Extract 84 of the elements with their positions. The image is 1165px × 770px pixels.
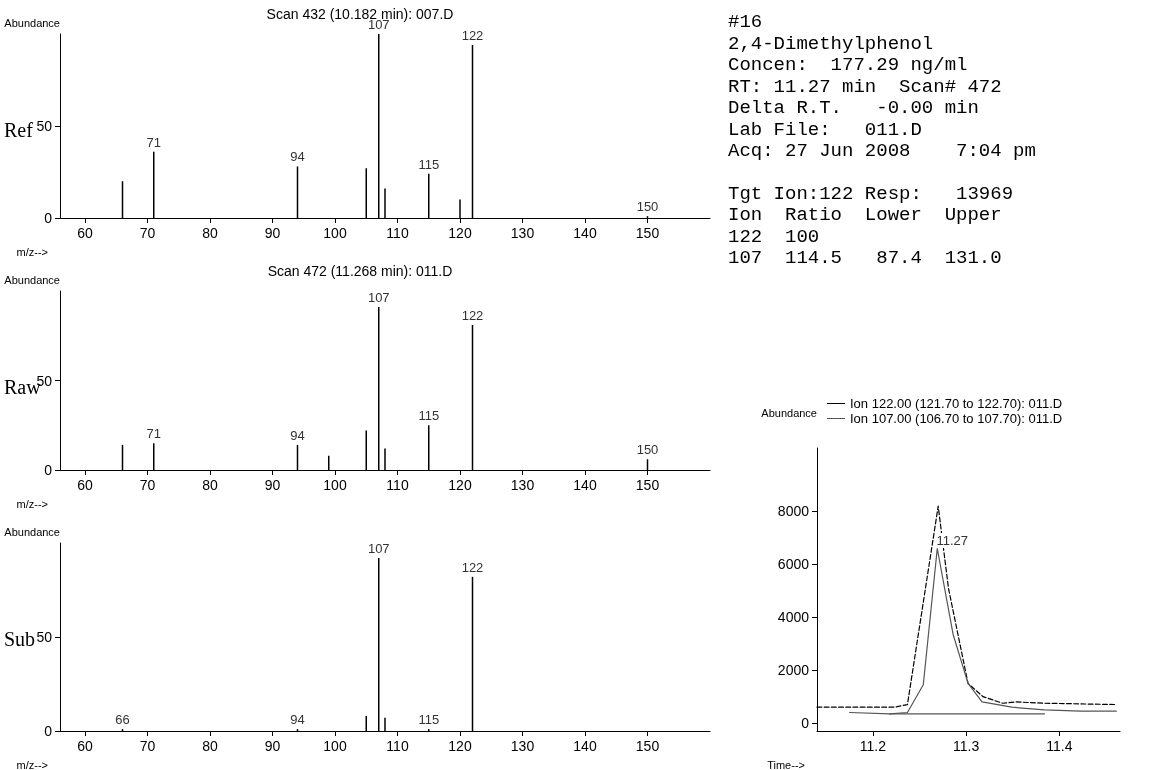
x-tick-label: 90 [264, 738, 281, 754]
x-tick-label: 140 [573, 225, 597, 241]
annotation: 150 [636, 199, 659, 215]
x-tick-label: 60 [77, 738, 93, 754]
text: Ion Ratio Lower Upper [728, 204, 1003, 227]
annotation: 115 [418, 712, 440, 728]
x-tick-label: 100 [323, 738, 347, 754]
x-axis-title: m/z--> [16, 245, 48, 258]
chart-title: Scan 472 (11.268 min): 011.D [267, 263, 453, 279]
annotation: 115 [418, 156, 440, 172]
x-tick-label: 70 [139, 738, 156, 754]
y-tick-label: 0 [44, 462, 53, 478]
annotation: 94 [290, 712, 305, 728]
annotation: 122 [461, 28, 484, 44]
x-axis-title: m/z--> [16, 497, 48, 510]
y-tick-label: 0 [801, 715, 810, 732]
annotation: 94 [290, 149, 305, 165]
annotation: 71 [146, 426, 161, 442]
annotation: 122 [461, 308, 484, 324]
annotation: 11.27 [936, 533, 968, 549]
text: #16 [728, 11, 764, 34]
x-tick-label: 150 [635, 738, 660, 754]
annotation: 122 [461, 559, 484, 575]
text: 107 114.5 87.4 131.0 [728, 247, 1003, 270]
x-tick-label: 90 [264, 225, 281, 241]
x-axis-title: m/z--> [16, 758, 48, 770]
text: Sub [4, 628, 36, 650]
y-axis-title: Abundance [4, 16, 60, 29]
y-tick-label: 6000 [777, 556, 810, 573]
y-tick-label: 2000 [777, 662, 810, 679]
annotation: 71 [146, 134, 161, 150]
y-tick-label: 50 [36, 629, 53, 645]
x-tick-label: 110 [386, 738, 409, 754]
annotation: 150 [636, 442, 659, 458]
text: Delta R.T. -0.00 min [728, 97, 980, 120]
annotation: 107 [367, 541, 390, 557]
x-tick-label: 140 [573, 738, 597, 754]
annotation: 115 [418, 408, 440, 424]
text: Concen: 177.29 ng/ml [728, 54, 969, 77]
text: 122 100 [728, 225, 821, 248]
text: 2,4-Dimethylphenol [728, 32, 935, 55]
x-tick-label: 130 [510, 225, 535, 241]
x-tick-label: 110 [386, 477, 409, 493]
legend-label: Ion 107.00 (106.70 to 107.70): 011.D [850, 411, 1063, 426]
y-tick-label: 8000 [777, 503, 810, 520]
x-tick-label: 120 [448, 477, 472, 493]
annotation: 94 [290, 427, 305, 443]
x-tick-label: 130 [510, 477, 535, 493]
x-tick-label: 70 [139, 225, 156, 241]
x-tick-label: 110 [386, 225, 409, 241]
y-tick-label: 50 [36, 118, 53, 134]
annotation: 107 [367, 290, 390, 306]
y-axis-title: Abundance [4, 525, 60, 538]
y-axis-title: Abundance [4, 273, 60, 286]
x-tick-label: 80 [202, 738, 218, 754]
y-axis-title: Abundance [761, 406, 817, 419]
x-tick-label: 60 [77, 225, 93, 241]
x-tick-label: 70 [139, 477, 156, 493]
x-tick-label: 140 [573, 477, 597, 493]
x-tick-label: 150 [635, 225, 660, 241]
x-tick-label: 120 [448, 225, 472, 241]
x-tick-label: 120 [448, 738, 472, 754]
text: RT: 11.27 min Scan# 472 [728, 75, 1003, 98]
x-tick-label: 11.2 [859, 738, 887, 754]
annotation: 66 [115, 712, 130, 728]
text: Ref [4, 119, 34, 141]
x-tick-label: 150 [635, 477, 660, 493]
x-axis-title: Time--> [767, 758, 805, 770]
x-tick-label: 80 [202, 477, 218, 493]
x-tick-label: 11.4 [1046, 738, 1073, 754]
x-tick-label: 90 [264, 477, 281, 493]
text: Acq: 27 Jun 2008 7:04 pm [728, 140, 1037, 163]
x-tick-label: 100 [323, 225, 347, 241]
legend-label: Ion 122.00 (121.70 to 122.70): 011.D [850, 396, 1063, 411]
y-tick-label: 0 [44, 723, 53, 739]
text: Lab File: 011.D [728, 118, 923, 141]
x-tick-label: 60 [77, 477, 93, 493]
y-tick-label: 0 [44, 210, 53, 226]
x-tick-label: 100 [323, 477, 347, 493]
x-tick-label: 130 [510, 738, 535, 754]
x-tick-label: 80 [202, 225, 218, 241]
y-tick-label: 4000 [777, 609, 810, 626]
x-tick-label: 11.3 [953, 738, 980, 754]
text: Tgt Ion:122 Resp: 13969 [728, 182, 1015, 205]
